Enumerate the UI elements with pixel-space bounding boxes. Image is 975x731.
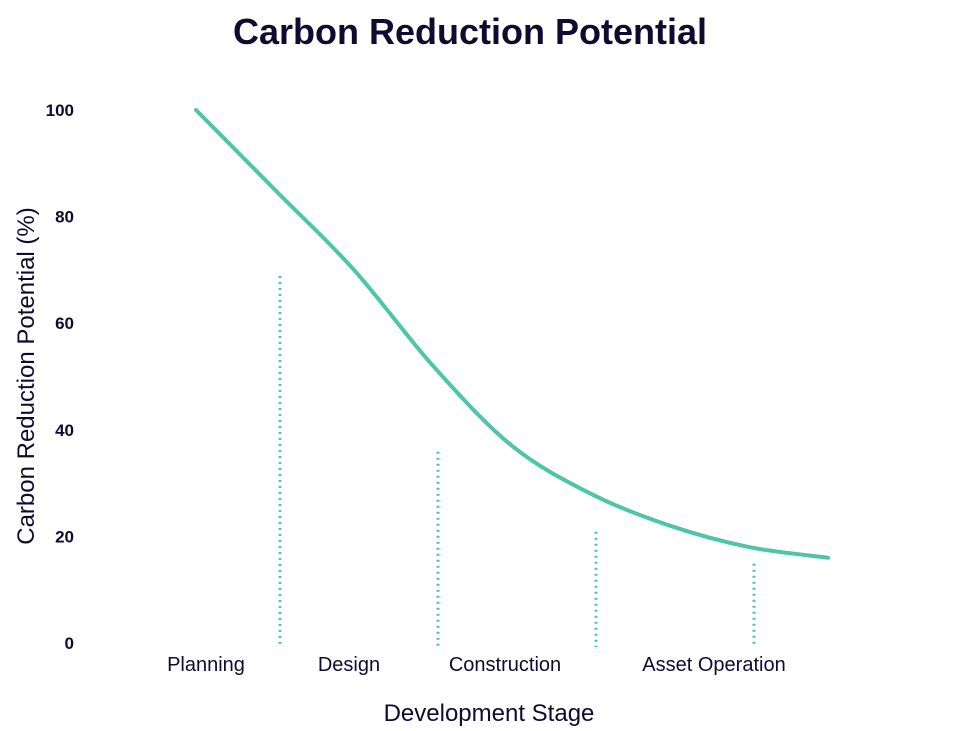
y-tick-label: 80	[55, 208, 74, 227]
series-line	[194, 108, 830, 560]
x-category-label: Asset Operation	[642, 654, 785, 676]
x-category-label: Construction	[449, 654, 561, 676]
x-category-label: Planning	[167, 654, 245, 676]
stage-boundary-lines	[278, 275, 756, 647]
y-tick-label: 60	[55, 314, 74, 333]
y-tick-label: 100	[46, 101, 74, 120]
y-axis-label: Carbon Reduction Potential (%)	[13, 207, 40, 545]
chart-title: Carbon Reduction Potential	[233, 11, 707, 52]
y-tick-label: 0	[65, 634, 74, 653]
y-tick-label: 40	[55, 421, 74, 440]
x-axis-label: Development Stage	[384, 700, 595, 727]
x-axis-categories: Planning Design Construction Asset Operatio…	[167, 654, 786, 676]
x-category-label: Design	[318, 654, 380, 676]
y-tick-label: 20	[55, 527, 74, 546]
y-axis-ticks: 0 20 40 60 80 100	[46, 101, 74, 653]
